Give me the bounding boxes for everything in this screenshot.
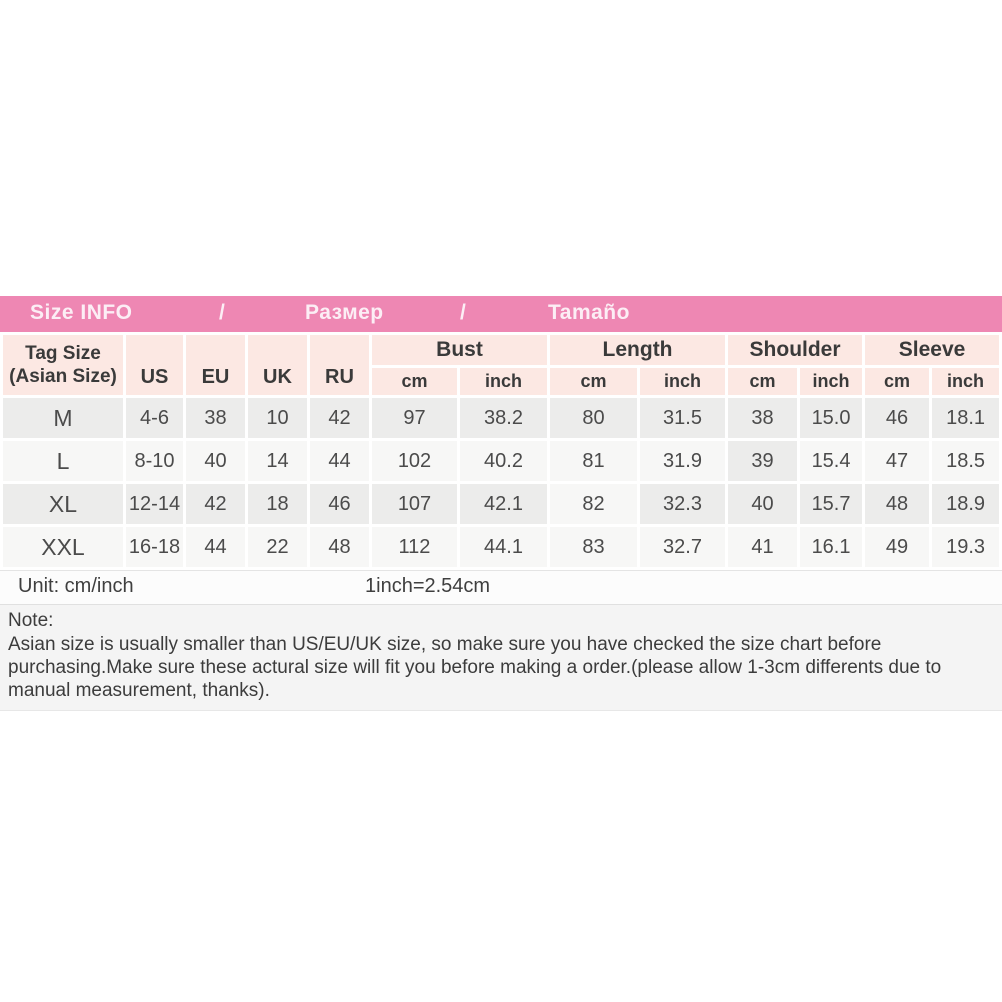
cell-shoulder-inch: 15.0 — [800, 398, 863, 438]
tag-size-line2: (Asian Size) — [9, 366, 117, 387]
cell-us: 12-14 — [126, 484, 183, 524]
col-sub-shoulder-cm: cm — [728, 368, 798, 395]
cell-length-cm: 80 — [550, 398, 638, 438]
header-sub-row: cm inch cm inch cm inch cm inch — [3, 368, 1000, 395]
cell-length-inch: 31.9 — [640, 441, 726, 481]
cell-sleeve-cm: 46 — [865, 398, 930, 438]
cell-length-inch: 32.7 — [640, 527, 726, 567]
cell-length-inch: 31.5 — [640, 398, 726, 438]
cell-tag: XXL — [3, 527, 123, 567]
cell-eu: 40 — [186, 441, 245, 481]
col-header-ru: RU — [310, 335, 369, 395]
col-sub-bust-inch: inch — [460, 368, 548, 395]
col-header-uk: UK — [248, 335, 307, 395]
cell-shoulder-inch: 15.4 — [800, 441, 863, 481]
cell-shoulder-cm: 38 — [728, 398, 798, 438]
cell-length-cm: 83 — [550, 527, 638, 567]
cell-tag: XL — [3, 484, 123, 524]
col-sub-bust-cm: cm — [372, 368, 457, 395]
cell-eu: 38 — [186, 398, 245, 438]
col-group-length: Length — [550, 335, 726, 365]
cell-length-inch: 32.3 — [640, 484, 726, 524]
cell-sleeve-inch: 18.1 — [932, 398, 1000, 438]
size-row-l: L 8-10 40 14 44 102 40.2 81 31.9 39 15.4… — [3, 441, 1000, 481]
title-tamano: Tamaño — [548, 301, 630, 324]
cell-sleeve-inch: 18.5 — [932, 441, 1000, 481]
cell-uk: 10 — [248, 398, 307, 438]
cell-bust-cm: 102 — [372, 441, 457, 481]
note-text: Asian size is usually smaller than US/EU… — [8, 634, 942, 701]
size-row-m: M 4-6 38 10 42 97 38.2 80 31.5 38 15.0 4… — [3, 398, 1000, 438]
cell-ru: 48 — [310, 527, 369, 567]
cell-ru: 46 — [310, 484, 369, 524]
unit-label: Unit: cm/inch — [18, 575, 134, 597]
cell-shoulder-inch: 15.7 — [800, 484, 863, 524]
col-sub-sleeve-inch: inch — [932, 368, 1000, 395]
cell-ru: 42 — [310, 398, 369, 438]
cell-sleeve-cm: 47 — [865, 441, 930, 481]
cell-sleeve-inch: 18.9 — [932, 484, 1000, 524]
title-separator-2: / — [460, 301, 467, 324]
cell-tag: M — [3, 398, 123, 438]
cell-sleeve-inch: 19.3 — [932, 527, 1000, 567]
cell-shoulder-cm: 40 — [728, 484, 798, 524]
col-sub-length-cm: cm — [550, 368, 638, 395]
col-group-shoulder: Shoulder — [728, 335, 863, 365]
col-sub-sleeve-cm: cm — [865, 368, 930, 395]
cell-bust-cm: 97 — [372, 398, 457, 438]
size-chart: Size INFO / Размер / Tamaño Tag Size (As… — [0, 296, 1002, 711]
cell-bust-cm: 112 — [372, 527, 457, 567]
col-group-sleeve: Sleeve — [865, 335, 1000, 365]
col-header-us: US — [126, 335, 183, 395]
header-group-row: Tag Size (Asian Size) US EU UK RU Bust L… — [3, 335, 1000, 395]
cell-eu: 44 — [186, 527, 245, 567]
col-header-eu: EU — [186, 335, 245, 395]
cell-bust-inch: 38.2 — [460, 398, 548, 438]
unit-row: Unit: cm/inch 1inch=2.54cm — [0, 570, 1002, 605]
cell-ru: 44 — [310, 441, 369, 481]
cell-length-cm: 82 — [550, 484, 638, 524]
cell-bust-cm: 107 — [372, 484, 457, 524]
size-row-xl: XL 12-14 42 18 46 107 42.1 82 32.3 40 15… — [3, 484, 1000, 524]
col-header-tag-size: Tag Size (Asian Size) — [3, 335, 123, 395]
cell-us: 16-18 — [126, 527, 183, 567]
title-size-info: Size INFO — [30, 301, 133, 324]
tag-size-line1: Tag Size — [25, 342, 101, 364]
cell-shoulder-cm: 41 — [728, 527, 798, 567]
cell-bust-inch: 42.1 — [460, 484, 548, 524]
cell-us: 4-6 — [126, 398, 183, 438]
cell-eu: 42 — [186, 484, 245, 524]
col-sub-length-inch: inch — [640, 368, 726, 395]
title-razmer: Размер — [305, 301, 384, 324]
cell-uk: 14 — [248, 441, 307, 481]
cell-sleeve-cm: 49 — [865, 527, 930, 567]
col-sub-shoulder-inch: inch — [800, 368, 863, 395]
note-label: Note: — [8, 610, 54, 631]
cell-shoulder-inch: 16.1 — [800, 527, 863, 567]
size-table: Tag Size (Asian Size) US EU UK RU Bust L… — [0, 332, 1002, 570]
cell-uk: 18 — [248, 484, 307, 524]
conversion-label: 1inch=2.54cm — [365, 575, 491, 597]
title-separator-1: / — [219, 301, 226, 324]
note-section: Note: Asian size is usually smaller than… — [0, 605, 1002, 711]
cell-sleeve-cm: 48 — [865, 484, 930, 524]
cell-us: 8-10 — [126, 441, 183, 481]
cell-bust-inch: 44.1 — [460, 527, 548, 567]
cell-shoulder-cm: 39 — [728, 441, 798, 481]
col-group-bust: Bust — [372, 335, 548, 365]
title-bar: Size INFO / Размер / Tamaño — [0, 296, 1002, 332]
size-row-xxl: XXL 16-18 44 22 48 112 44.1 83 32.7 41 1… — [3, 527, 1000, 567]
cell-tag: L — [3, 441, 123, 481]
cell-uk: 22 — [248, 527, 307, 567]
cell-bust-inch: 40.2 — [460, 441, 548, 481]
cell-length-cm: 81 — [550, 441, 638, 481]
